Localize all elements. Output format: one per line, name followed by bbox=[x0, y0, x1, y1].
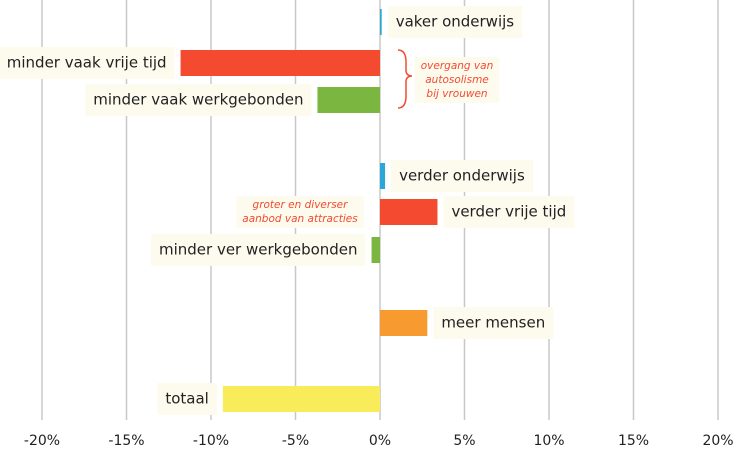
brace bbox=[397, 49, 413, 109]
x-tick-label: -10% bbox=[193, 433, 229, 449]
x-tick-label: 5% bbox=[453, 433, 475, 449]
x-tick-label: 20% bbox=[702, 433, 733, 449]
x-tick-label: -15% bbox=[108, 433, 144, 449]
x-tick-label: -5% bbox=[282, 433, 309, 449]
bar bbox=[317, 87, 380, 113]
label-background bbox=[0, 47, 175, 79]
annotation-background bbox=[236, 196, 365, 228]
x-tick-label: 15% bbox=[618, 433, 649, 449]
bar-label: minder vaak vrije tijd bbox=[7, 54, 167, 72]
bar bbox=[371, 237, 380, 263]
bar-label: minder ver werkgebonden bbox=[159, 241, 358, 259]
x-tick-label: -20% bbox=[24, 433, 60, 449]
annotation-background bbox=[414, 57, 500, 103]
bar bbox=[222, 386, 380, 412]
bar-label: minder vaak werkgebonden bbox=[93, 91, 303, 109]
bar-label: verder vrije tijd bbox=[451, 203, 566, 221]
bar bbox=[380, 9, 382, 35]
bar-label: verder onderwijs bbox=[399, 167, 525, 185]
bar bbox=[380, 310, 428, 336]
label-background bbox=[433, 307, 554, 339]
bar bbox=[380, 199, 438, 225]
annotation: autosolisme bbox=[425, 74, 489, 86]
label-background bbox=[85, 84, 312, 116]
annotation: bij vrouwen bbox=[426, 88, 487, 100]
bar bbox=[380, 163, 386, 189]
label-background bbox=[391, 160, 533, 192]
annotation: aanbod van attracties bbox=[242, 213, 358, 225]
bar bbox=[180, 50, 380, 76]
label-background bbox=[443, 196, 575, 228]
x-tick-label: 10% bbox=[533, 433, 564, 449]
label-background bbox=[157, 383, 217, 415]
label-background bbox=[150, 234, 366, 266]
x-tick-label: 0% bbox=[369, 433, 391, 449]
bar-label: vaker onderwijs bbox=[396, 13, 515, 31]
bar-label: totaal bbox=[165, 390, 209, 408]
bar-label: meer mensen bbox=[441, 314, 545, 332]
annotation: overgang van bbox=[421, 60, 493, 72]
label-background bbox=[387, 6, 523, 38]
annotation: groter en diverser bbox=[253, 199, 349, 211]
